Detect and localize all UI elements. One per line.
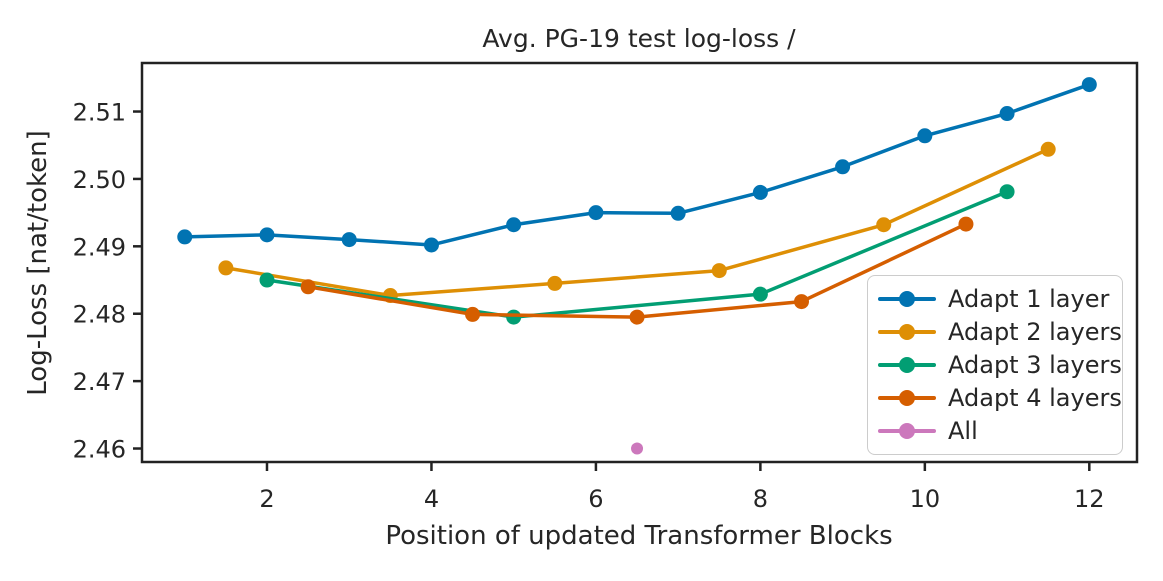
x-axis-label: Position of updated Transformer Blocks	[385, 521, 892, 551]
legend-dot	[899, 390, 915, 407]
legend-marker-icon	[878, 390, 936, 407]
data-point	[999, 106, 1015, 122]
data-point	[917, 128, 933, 144]
series-line-adapt-2-layers	[224, 147, 1050, 298]
series-lines	[177, 77, 1097, 455]
legend-item-all: All	[878, 415, 1122, 447]
legend-label: Adapt 2 layers	[948, 317, 1122, 346]
legend-item-adapt-1-layer: Adapt 1 layer	[878, 283, 1122, 315]
legend-marker-icon	[878, 290, 936, 307]
series-adapt-1-layer	[177, 77, 1097, 253]
y-tick-label: 2.50	[73, 166, 126, 194]
x-tick-label: 4	[424, 485, 439, 513]
data-point	[341, 232, 357, 248]
x-tick-label: 6	[588, 485, 603, 513]
data-point	[259, 272, 275, 288]
legend-label: All	[948, 417, 978, 446]
y-tick-label: 2.46	[73, 436, 126, 464]
y-tick-label: 2.51	[73, 99, 126, 127]
data-point	[752, 286, 768, 302]
data-point	[506, 309, 522, 325]
legend-marker-icon	[878, 356, 936, 373]
chart-title: Avg. PG-19 test log-loss /	[482, 24, 796, 53]
data-point	[588, 205, 604, 221]
data-point	[177, 229, 193, 245]
data-point	[876, 217, 892, 233]
data-point	[423, 237, 439, 253]
legend-dot	[899, 323, 915, 340]
axis-ticks: 2 4 6 8 10 12 2.46 2.47 2.48 2.49 2.50 2.51	[73, 99, 1105, 513]
y-tick-label: 2.49	[73, 233, 126, 261]
series-adapt-4-layers	[300, 216, 974, 325]
legend-dot	[899, 290, 915, 307]
data-point	[1081, 77, 1097, 93]
plot-frame	[140, 61, 1139, 464]
x-tick-label: 10	[910, 485, 941, 513]
data-point	[218, 260, 234, 276]
data-point	[259, 227, 275, 243]
data-point	[711, 263, 727, 279]
data-point	[793, 294, 809, 310]
data-point	[1040, 141, 1056, 157]
legend-dot	[899, 423, 915, 440]
legend-marker-icon	[878, 323, 936, 340]
series-line-adapt-1-layer	[183, 82, 1092, 247]
y-tick-label: 2.48	[73, 301, 126, 329]
data-point	[547, 275, 563, 291]
data-point	[835, 159, 851, 175]
y-axis-label: Log-Loss [nat/token]	[23, 130, 53, 395]
legend-label: Adapt 1 layer	[948, 284, 1110, 313]
x-tick-label: 2	[259, 485, 274, 513]
legend: Adapt 1 layer Adapt 2 layers Adapt 3 layer…	[867, 275, 1123, 455]
series-all	[631, 442, 644, 455]
x-tick-label: 12	[1074, 485, 1105, 513]
legend-label: Adapt 4 layers	[948, 384, 1122, 413]
legend-item-adapt-4-layers: Adapt 4 layers	[878, 382, 1122, 414]
series-line-adapt-3-layers	[265, 189, 1009, 319]
series-adapt-3-layers	[259, 184, 1015, 325]
series-adapt-2-layers	[218, 141, 1056, 304]
data-point	[958, 216, 974, 232]
data-point	[300, 279, 316, 295]
x-tick-label: 8	[753, 485, 768, 513]
data-point	[465, 306, 481, 322]
legend-label: Adapt 3 layers	[948, 350, 1122, 379]
legend-item-adapt-3-layers: Adapt 3 layers	[878, 349, 1122, 381]
legend-marker-icon	[878, 423, 936, 440]
data-point	[752, 184, 768, 200]
legend-dot	[899, 356, 915, 373]
data-point	[629, 309, 645, 325]
legend-item-adapt-2-layers: Adapt 2 layers	[878, 316, 1122, 348]
data-point	[999, 184, 1015, 200]
data-point	[631, 442, 644, 455]
data-point	[670, 205, 686, 221]
data-point	[506, 217, 522, 233]
y-tick-label: 2.47	[73, 368, 126, 396]
